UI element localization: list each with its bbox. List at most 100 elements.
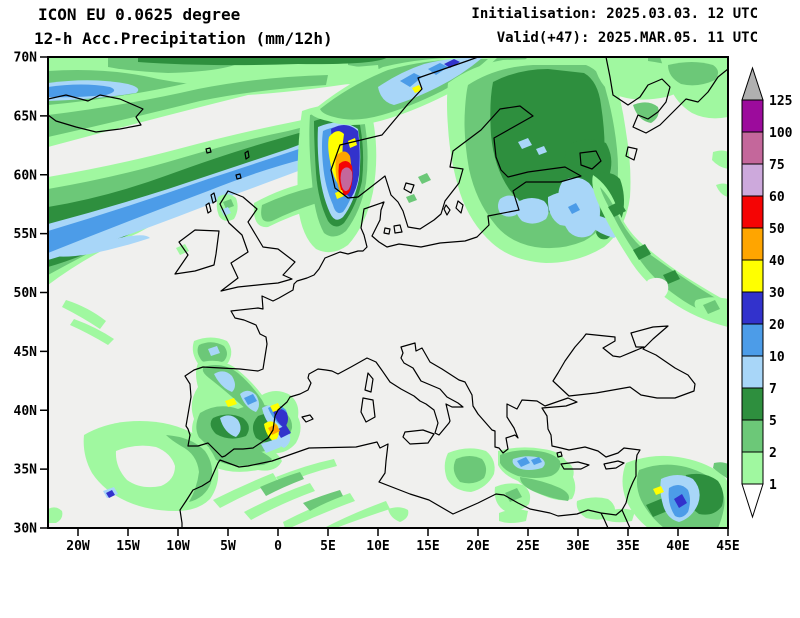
lon-tick-label: 40E <box>666 539 689 554</box>
coastline <box>205 147 212 154</box>
precip-region-bg <box>645 277 669 300</box>
coastline <box>600 512 609 528</box>
precip-region-g2 <box>223 199 234 209</box>
precip-region-g2 <box>209 443 272 466</box>
precip-region-b1 <box>221 207 231 216</box>
precip-region-g1 <box>716 183 728 197</box>
lon-tick-label: 35E <box>616 539 639 554</box>
precip-region-b2 <box>48 84 115 98</box>
precip-region-g2 <box>303 490 343 511</box>
valid-time-label: Valid(+47): 2025.MAR.05. 11 UTC <box>496 30 758 46</box>
coastline <box>174 229 220 275</box>
colorbar-underflow-triangle <box>741 483 764 519</box>
colorbar-level-label: 7 <box>769 382 777 397</box>
precip-region-b1 <box>536 146 547 155</box>
coastline <box>360 397 376 423</box>
coastline <box>605 57 728 134</box>
colorbar-level-label: 5 <box>769 414 777 429</box>
lon-tick-label: 20W <box>66 539 90 554</box>
colorbar-segment <box>741 419 764 453</box>
precip-region-g2 <box>453 456 487 484</box>
colorbar-segment <box>741 259 764 293</box>
lat-tick-label: 45N <box>14 345 38 360</box>
colorbar-level-label: 100 <box>769 126 793 141</box>
precip-region-g1 <box>712 150 728 169</box>
precip-region-g1 <box>213 473 278 508</box>
precip-region-b1 <box>54 235 150 257</box>
precip-region-b1 <box>214 371 235 392</box>
coastline <box>48 94 144 133</box>
precip-region-g2 <box>406 194 417 203</box>
colorbar-level-label: 20 <box>769 318 785 333</box>
lat-tick-label: 70N <box>14 51 38 66</box>
precip-region-g2 <box>633 102 659 123</box>
precip-region-g2 <box>166 435 213 502</box>
model-title: ICON EU 0.0625 degree <box>38 5 241 24</box>
precip-region-g1 <box>324 501 390 528</box>
precip-region-b2 <box>517 457 530 467</box>
precip-region-g2 <box>260 472 304 496</box>
colorbar-segment <box>741 323 764 357</box>
lon-tick-label: 0 <box>274 539 282 554</box>
colorbar-segment <box>741 195 764 229</box>
lat-tick-label: 30N <box>14 522 38 537</box>
lat-tick-label: 60N <box>14 168 38 183</box>
precip-region-g2 <box>48 75 328 137</box>
precip-region-b3 <box>106 490 115 498</box>
colorbar-segment <box>741 387 764 421</box>
precip-region-g1 <box>388 507 409 522</box>
precip-region-b1 <box>261 439 281 453</box>
coastline <box>383 227 391 235</box>
coastline <box>402 429 435 445</box>
coastline <box>301 414 314 423</box>
coastline <box>235 173 242 180</box>
precip-region-g3 <box>608 201 626 217</box>
precip-region-g2 <box>668 62 719 86</box>
lon-tick-label: 10E <box>366 539 389 554</box>
coastline <box>603 460 625 470</box>
precip-region-y <box>653 486 664 495</box>
coastline <box>364 372 374 393</box>
precip-region-g2 <box>520 477 569 501</box>
lon-tick-label: 10W <box>166 539 190 554</box>
colorbar-segment <box>741 291 764 325</box>
lat-tick-label: 55N <box>14 227 38 242</box>
coastline <box>179 57 641 528</box>
lon-tick-label: 30E <box>566 539 589 554</box>
precip-region-g1 <box>62 300 106 329</box>
colorbar-level-label: 2 <box>769 446 777 461</box>
precip-region-b1 <box>518 138 532 149</box>
precip-region-b2 <box>428 63 448 75</box>
coastline <box>393 224 403 234</box>
precip-region-y <box>225 398 237 407</box>
precip-region-b2 <box>48 146 308 253</box>
precip-region-b3 <box>674 494 687 508</box>
lat-tick-label: 65N <box>14 109 38 124</box>
precip-region-b2 <box>400 73 422 87</box>
precip-region-g2 <box>703 300 720 314</box>
precip-region-y <box>335 190 344 199</box>
precip-region-y <box>348 138 357 148</box>
lon-tick-label: 5E <box>320 539 336 554</box>
precip-region-g1 <box>244 483 315 520</box>
coastline <box>625 146 638 161</box>
lon-tick-label: 15E <box>416 539 439 554</box>
colorbar-segment <box>741 227 764 261</box>
colorbar-segment <box>741 451 764 485</box>
product-title: 12-h Acc.Precipitation (mm/12h) <box>34 29 333 48</box>
precip-region-b1 <box>208 346 220 356</box>
precip-region-b1 <box>589 215 619 238</box>
colorbar-level-label: 75 <box>769 158 785 173</box>
precip-region-b2 <box>244 394 257 405</box>
colorbar-level-label: 1 <box>769 478 777 493</box>
precip-region-rose <box>340 167 353 192</box>
coastline <box>219 190 296 292</box>
map-area <box>48 57 728 528</box>
coastline <box>455 200 464 214</box>
precip-region-b1 <box>378 58 482 105</box>
precip-region-g1 <box>283 493 355 528</box>
lon-tick-label: 45E <box>716 539 739 554</box>
precip-region-g2 <box>713 462 728 479</box>
lon-tick-label: 15W <box>116 539 140 554</box>
